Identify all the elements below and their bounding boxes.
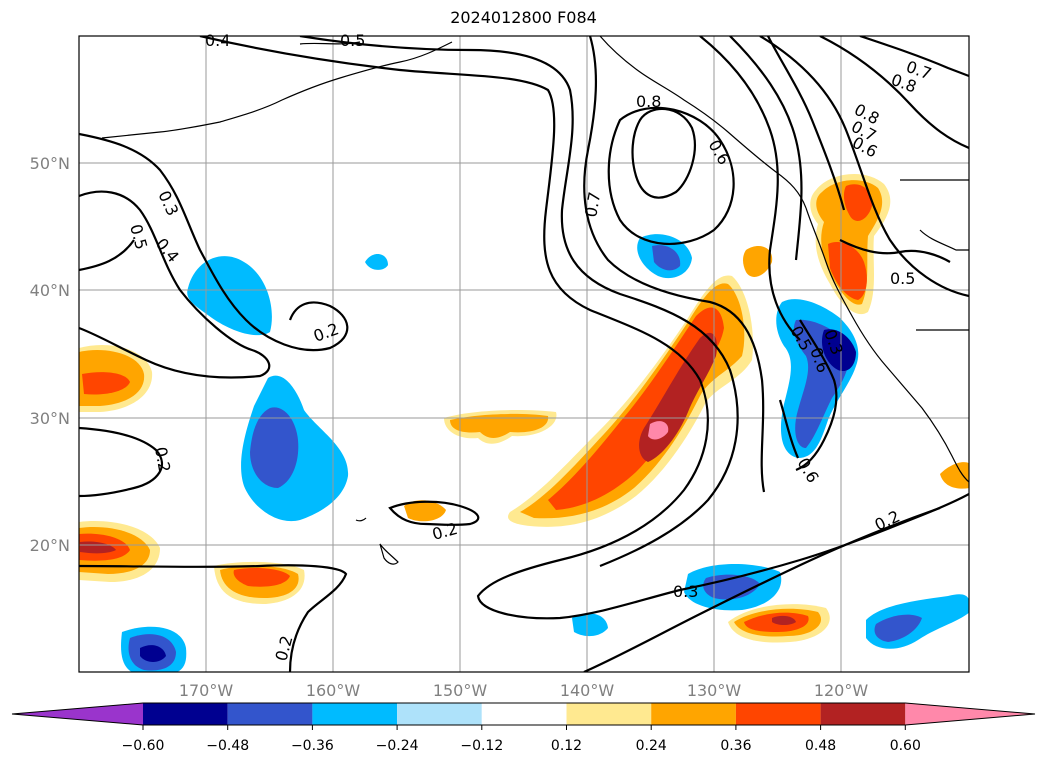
contour-label: 0.5: [340, 31, 365, 50]
colorbar-segment: [143, 703, 228, 725]
colorbar-tick-label: −0.12: [460, 738, 503, 754]
colorbar: −0.60 −0.48 −0.36 −0.24 −0.12 0.12 0.24 …: [11, 702, 1036, 754]
colorbar-tick-label: 0.48: [805, 738, 836, 754]
colorbar-segment: [651, 703, 736, 725]
contour-label: 0.2: [151, 445, 174, 473]
map-frame: [78, 35, 970, 673]
contour-lines: [79, 36, 969, 672]
colorbar-segment: [481, 703, 567, 725]
lat-label-20n: 20°N: [30, 536, 70, 555]
colorbar-tick-label: 0.24: [636, 738, 667, 754]
colorbar-tick-label: 0.36: [720, 738, 751, 754]
lat-label-50n: 50°N: [30, 154, 70, 173]
map-title: 2024012800 F084: [450, 8, 597, 27]
contour-label: 0.5: [890, 269, 915, 288]
colorbar-segment: [397, 703, 482, 725]
colorbar-tick-label: −0.60: [122, 738, 165, 754]
colorbar-tick-label: −0.48: [206, 738, 249, 754]
contour-label: 0.8: [636, 92, 661, 111]
colorbar-segment: [566, 703, 652, 725]
lon-label-150w: 150°W: [433, 681, 488, 700]
contour-labels: 0.4 0.5 0.7 0.8 0.8 0.6 0.8 0.7 0.6 0.7 …: [126, 31, 934, 663]
colorbar-extend-low: [12, 703, 143, 725]
colorbar-extend-high: [905, 703, 1035, 725]
lon-label-130w: 130°W: [687, 681, 742, 700]
colorbar-segment: [735, 703, 821, 725]
lat-label-30n: 30°N: [30, 409, 70, 428]
lon-label-160w: 160°W: [306, 681, 361, 700]
lon-label-120w: 120°W: [814, 681, 869, 700]
coastline: [101, 36, 969, 565]
colorbar-segment: [312, 703, 398, 725]
contour-label: 0.3: [673, 582, 698, 601]
longitude-labels: 170°W 160°W 150°W 140°W 130°W 120°W: [179, 681, 869, 700]
lat-label-40n: 40°N: [30, 281, 70, 300]
colorbar-tick-label: −0.36: [291, 738, 334, 754]
colorbar-tick-label: 0.12: [551, 738, 582, 754]
colorbar-tick-label: 0.60: [890, 738, 921, 754]
lon-label-170w: 170°W: [179, 681, 234, 700]
colorbar-segment: [820, 703, 906, 725]
contour-label: 0.4: [205, 31, 230, 50]
colorbar-segment: [227, 703, 313, 725]
lon-label-140w: 140°W: [560, 681, 615, 700]
colorbar-ticks: [142, 725, 906, 730]
colorbar-tick-label: −0.24: [376, 738, 419, 754]
contour-label: 0.7: [581, 190, 604, 218]
latitude-labels: 50°N 40°N 30°N 20°N: [30, 154, 70, 555]
